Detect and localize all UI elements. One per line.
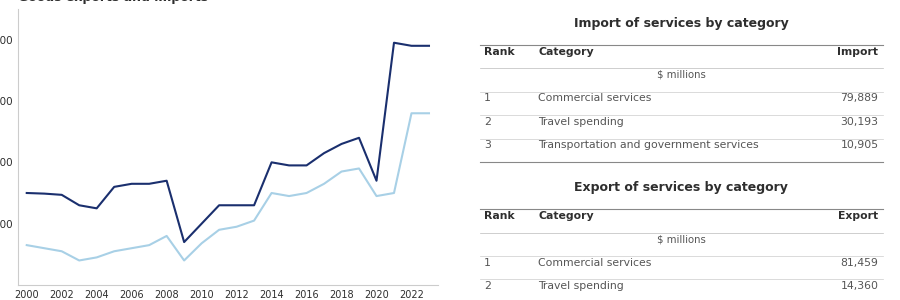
Text: Export of services by category: Export of services by category <box>574 182 788 194</box>
Text: Category: Category <box>538 46 594 56</box>
Text: 14,360: 14,360 <box>841 281 878 291</box>
Text: $ millions: $ millions <box>657 234 706 244</box>
Text: $ millions: $ millions <box>657 70 706 80</box>
Text: Travel spending: Travel spending <box>538 281 625 291</box>
Text: 2: 2 <box>484 281 491 291</box>
Text: Rank: Rank <box>484 46 515 56</box>
Text: 10,905: 10,905 <box>841 140 878 150</box>
Text: Commercial services: Commercial services <box>538 258 652 268</box>
Text: Transportation and government services: Transportation and government services <box>538 140 759 150</box>
Text: 3: 3 <box>484 140 491 150</box>
Text: Goods exports and imports: Goods exports and imports <box>18 0 208 4</box>
Text: 1: 1 <box>484 94 491 103</box>
Text: 2: 2 <box>484 117 491 127</box>
Text: Category: Category <box>538 211 594 221</box>
Text: 30,193: 30,193 <box>841 117 878 127</box>
Text: Commercial services: Commercial services <box>538 94 652 103</box>
Text: 79,889: 79,889 <box>841 94 878 103</box>
Text: Import: Import <box>837 46 878 56</box>
Text: Rank: Rank <box>484 211 515 221</box>
Text: Import of services by category: Import of services by category <box>574 17 788 30</box>
Text: Travel spending: Travel spending <box>538 117 625 127</box>
Text: Export: Export <box>838 211 878 221</box>
Text: 81,459: 81,459 <box>841 258 878 268</box>
Text: 1: 1 <box>484 258 491 268</box>
